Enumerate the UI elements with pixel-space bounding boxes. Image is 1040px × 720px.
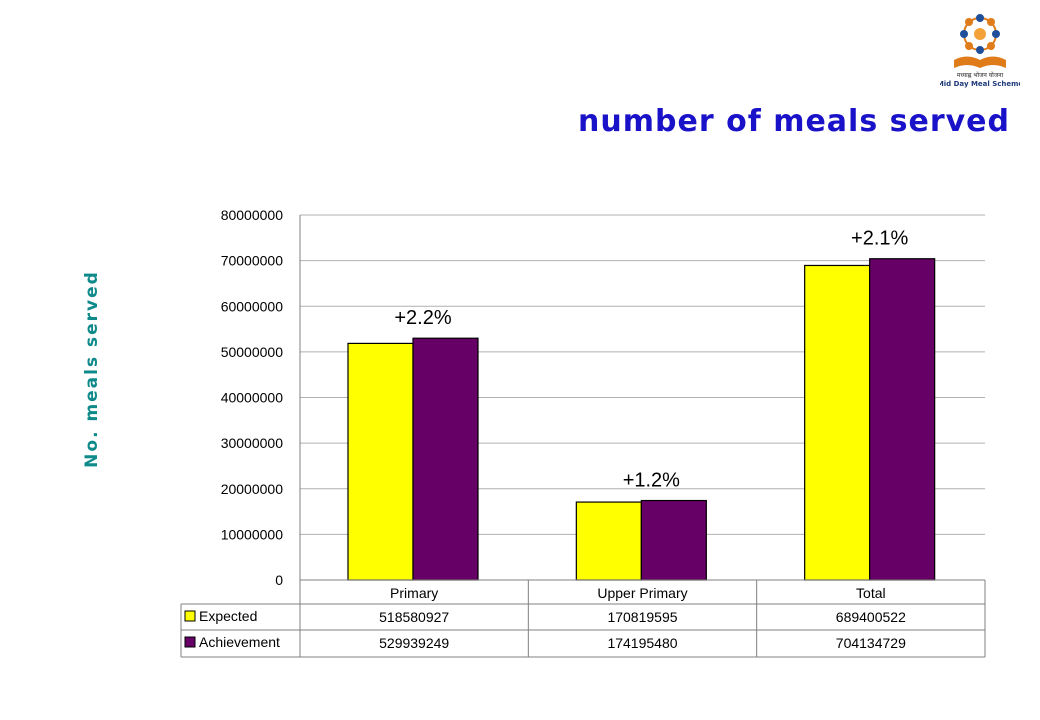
book-icon [954,56,1006,68]
x-category-label: Total [856,585,886,601]
y-tick-label: 70000000 [221,253,284,269]
legend-swatch-achievement [184,636,196,648]
x-category-label: Upper Primary [597,585,687,601]
slide-title: number of meals served [578,104,1010,139]
y-tick-label: 10000000 [221,526,284,542]
y-tick-label: 0 [275,572,283,588]
table-value: 518580927 [379,609,449,625]
bar-achievement [869,258,936,581]
y-tick-label: 60000000 [221,298,284,314]
logo-script-text: मध्याह्न भोजन योजना [957,71,1004,79]
mid-day-meal-logo: मध्याह्न भोजन योजना Mid Day Meal Scheme [940,14,1020,88]
y-tick-label: 40000000 [221,390,284,406]
change-annotation: +2.1% [851,228,908,250]
y-tick-label: 80000000 [221,207,284,223]
x-category-label: Primary [390,585,438,601]
table-value: 170819595 [607,609,677,625]
bar-expected [804,264,871,581]
legend-label-expected: Expected [199,608,257,624]
change-annotation: +2.2% [394,307,451,329]
y-tick-label: 20000000 [221,481,284,497]
table-value: 174195480 [607,635,677,651]
table-value: 689400522 [836,609,906,625]
logo-caption: Mid Day Meal Scheme [940,80,1020,88]
bar-expected [347,342,414,581]
table-value: 704134729 [836,635,906,651]
legend-swatch-expected [184,610,196,622]
change-annotation: +1.2% [623,470,680,492]
y-tick-label: 30000000 [221,435,284,451]
bar-achievement [412,337,479,581]
legend-label-achievement: Achievement [199,634,280,650]
children-circle-icon [960,14,1000,54]
y-tick-label: 50000000 [221,344,284,360]
table-value: 529939249 [379,635,449,651]
bar-achievement [640,499,707,581]
bar-expected [575,501,642,581]
